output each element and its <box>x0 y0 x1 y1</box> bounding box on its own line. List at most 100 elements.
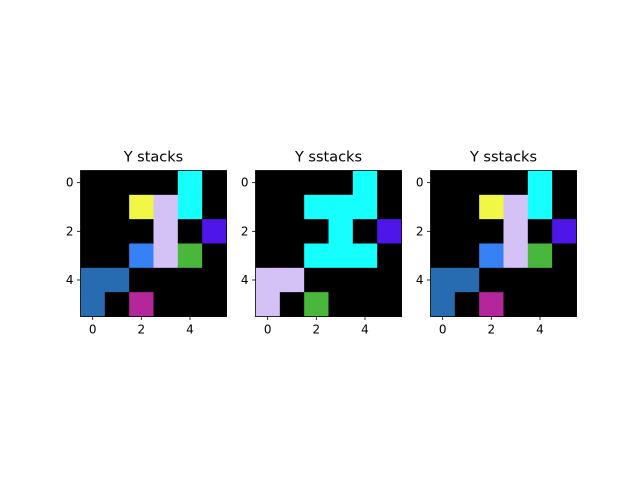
heatmap-cell <box>430 243 456 269</box>
heatmap-cell <box>202 292 227 317</box>
heatmap-cell <box>104 219 130 244</box>
heatmap-cell <box>377 194 402 220</box>
heatmap-cell <box>430 267 456 293</box>
heatmap-cell <box>202 194 227 220</box>
heatmap-cell <box>328 194 354 220</box>
heatmap-cell <box>279 267 305 293</box>
heatmap-cell <box>527 243 553 269</box>
heatmap-cell <box>304 292 329 317</box>
x-tick-label: 0 <box>264 322 272 336</box>
heatmap-panel-0: Y stacks 0 2 4 0 2 4 <box>66 150 227 336</box>
heatmap-cell <box>129 243 154 269</box>
heatmap-cell <box>279 194 305 220</box>
y-tick-label: 4 <box>241 273 249 287</box>
heatmap-cell <box>104 170 130 196</box>
x-tick-label: 2 <box>138 322 146 336</box>
heatmap-cell <box>104 243 130 269</box>
heatmap-cell <box>328 170 354 196</box>
heatmap-cell <box>552 194 577 220</box>
y-tick-label: 2 <box>66 224 74 238</box>
heatmap-cell <box>80 267 106 293</box>
y-tick-label: 0 <box>241 176 249 190</box>
heatmap-cell <box>503 219 529 244</box>
heatmap-cell <box>104 194 130 220</box>
x-tick-label: 0 <box>439 322 447 336</box>
heatmap-cell <box>479 267 504 293</box>
heatmap-cell <box>479 243 504 269</box>
heatmap-cell <box>479 194 504 220</box>
heatmap-cell <box>202 267 227 293</box>
heatmap-cell <box>454 267 480 293</box>
heatmap-cell <box>454 219 480 244</box>
heatmap-cell <box>304 243 329 269</box>
heatmap-cell <box>304 170 329 196</box>
heatmap-cell <box>279 292 305 317</box>
heatmap-cell <box>527 194 553 220</box>
heatmap-cell <box>153 292 179 317</box>
heatmap-cell <box>552 219 577 244</box>
heatmap-cell <box>153 194 179 220</box>
heatmap-cell <box>454 194 480 220</box>
y-tick-label: 0 <box>416 176 424 190</box>
axes-frame <box>255 170 402 317</box>
heatmap-cell <box>352 243 378 269</box>
heatmap-cell <box>153 170 179 196</box>
panel-title: Y sstacks <box>469 150 537 166</box>
heatmap-cell <box>255 194 281 220</box>
heatmap-cell <box>177 194 203 220</box>
heatmap-cell <box>255 292 281 317</box>
panel-title: Y sstacks <box>294 150 362 166</box>
heatmap-cell <box>503 170 529 196</box>
heatmap-cell <box>454 170 480 196</box>
heatmap-cell <box>80 292 106 317</box>
x-tick-label: 0 <box>89 322 97 336</box>
heatmap-cell <box>377 243 402 269</box>
heatmap-cell <box>104 267 130 293</box>
heatmap-cell <box>352 292 378 317</box>
x-tick-label: 2 <box>488 322 496 336</box>
heatmap-cell <box>177 243 203 269</box>
heatmap-cell <box>129 194 154 220</box>
y-tick-label: 4 <box>416 273 424 287</box>
heatmap-cell <box>255 243 281 269</box>
heatmap-cell <box>377 292 402 317</box>
heatmap-cell <box>177 267 203 293</box>
heatmap-cell <box>202 170 227 196</box>
heatmap-cell <box>552 243 577 269</box>
heatmap-cell <box>255 267 281 293</box>
heatmap-cell <box>279 170 305 196</box>
heatmap-cell <box>279 219 305 244</box>
heatmap-cell <box>503 292 529 317</box>
axes-frame <box>80 170 227 317</box>
heatmap-cell <box>80 219 106 244</box>
heatmap-cell <box>255 170 281 196</box>
x-tick-label: 4 <box>361 322 369 336</box>
heatmap-cell <box>527 219 553 244</box>
heatmap-cell <box>304 194 329 220</box>
x-tick-label: 4 <box>186 322 194 336</box>
heatmap-cell <box>479 292 504 317</box>
heatmap-panel-1: Y sstacks 0 2 4 0 2 4 <box>241 150 402 336</box>
heatmap-cell <box>129 170 154 196</box>
heatmap-cell <box>129 219 154 244</box>
panel-title: Y stacks <box>123 150 184 166</box>
heatmap-cell <box>328 267 354 293</box>
heatmap-cell <box>80 170 106 196</box>
y-tick-label: 0 <box>66 176 74 190</box>
y-tick-label: 2 <box>241 224 249 238</box>
axes-frame <box>430 170 577 317</box>
x-tick-label: 4 <box>536 322 544 336</box>
heatmap-cell <box>153 243 179 269</box>
heatmap-cell <box>454 243 480 269</box>
heatmap-cell <box>503 194 529 220</box>
heatmap-cell <box>129 292 154 317</box>
heatmap-cell <box>430 170 456 196</box>
heatmap-cell <box>352 267 378 293</box>
heatmap-cell <box>430 194 456 220</box>
heatmap-cell <box>430 292 456 317</box>
heatmap-cell <box>479 170 504 196</box>
heatmap-cell <box>552 170 577 196</box>
heatmap-cell <box>328 219 354 244</box>
heatmap-cell <box>104 292 130 317</box>
